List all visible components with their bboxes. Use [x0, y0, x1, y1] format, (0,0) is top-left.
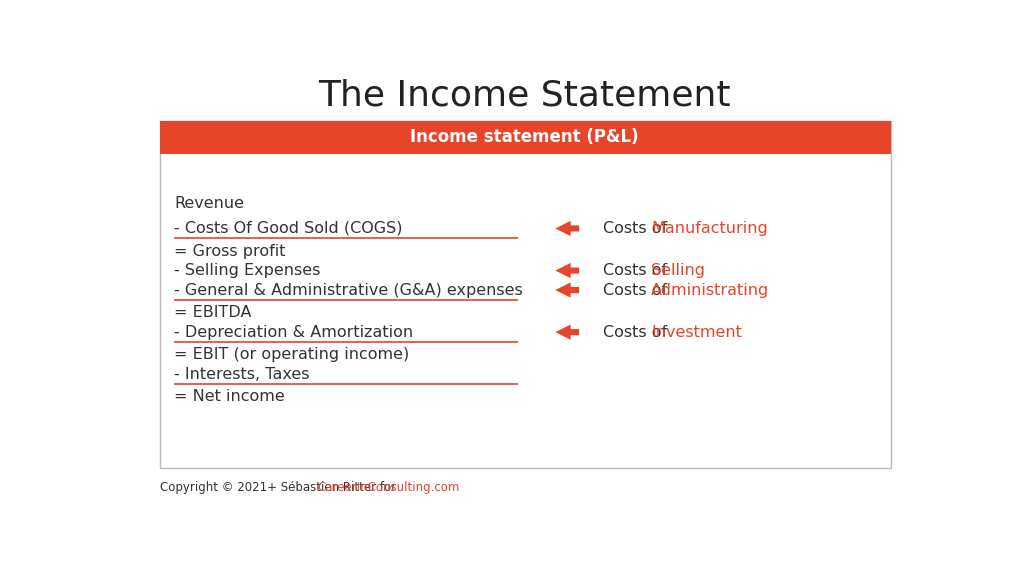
Text: Costs of: Costs of — [602, 283, 672, 298]
Text: - General & Administrative (G&A) expenses: - General & Administrative (G&A) expense… — [174, 283, 523, 298]
Text: Costs of: Costs of — [602, 325, 672, 340]
Text: - Selling Expenses: - Selling Expenses — [174, 263, 321, 278]
Text: Costs of: Costs of — [602, 221, 672, 236]
Text: - Depreciation & Amortization: - Depreciation & Amortization — [174, 325, 413, 340]
Text: = Net income: = Net income — [174, 389, 285, 405]
Text: - Interests, Taxes: - Interests, Taxes — [174, 367, 309, 382]
Text: Selling: Selling — [651, 263, 706, 278]
Text: Copyright © 2021+ Sébastien Ritter for: Copyright © 2021+ Sébastien Ritter for — [160, 481, 399, 494]
Text: The Income Statement: The Income Statement — [318, 79, 731, 113]
Bar — [160, 121, 892, 154]
Text: = EBITDA: = EBITDA — [174, 305, 252, 320]
Bar — [160, 121, 892, 468]
Text: Administrating: Administrating — [651, 283, 769, 298]
Text: - Costs Of Good Sold (COGS): - Costs Of Good Sold (COGS) — [174, 221, 402, 236]
Text: Revenue: Revenue — [174, 196, 244, 212]
Text: CareerInConsulting.com: CareerInConsulting.com — [317, 481, 460, 494]
Text: Costs of: Costs of — [602, 263, 672, 278]
Text: Investment: Investment — [651, 325, 742, 340]
Text: Income statement (P&L): Income statement (P&L) — [411, 128, 639, 146]
Text: Manufacturing: Manufacturing — [651, 221, 768, 236]
Text: = Gross profit: = Gross profit — [174, 244, 286, 258]
Text: = EBIT (or operating income): = EBIT (or operating income) — [174, 347, 410, 362]
